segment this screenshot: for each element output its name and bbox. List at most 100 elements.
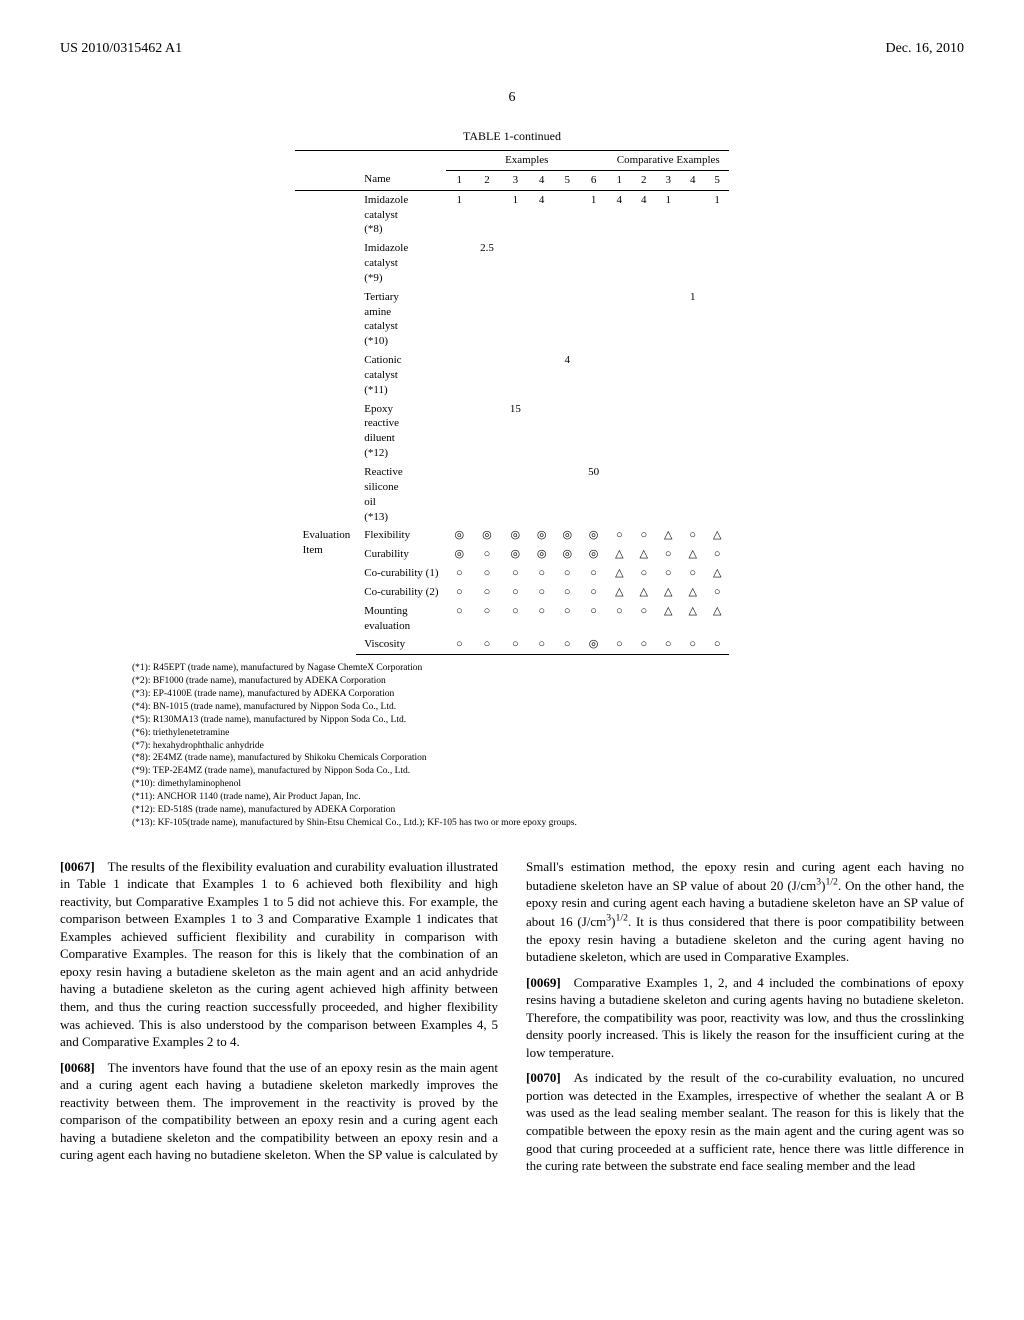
- cell: △: [656, 526, 680, 545]
- paragraph: [0070] As indicated by the result of the…: [526, 1069, 964, 1174]
- cell: [656, 400, 680, 463]
- cell: ○: [607, 635, 631, 654]
- cell: [607, 351, 631, 400]
- cell: [656, 463, 680, 526]
- cell: 1: [680, 288, 704, 351]
- cell: ○: [472, 635, 502, 654]
- cell: [554, 400, 580, 463]
- cell: ◎: [502, 545, 529, 564]
- cell: 15: [502, 400, 529, 463]
- cell: [446, 288, 472, 351]
- cell: ◎: [580, 635, 607, 654]
- cell: ○: [580, 602, 607, 636]
- cell: ◎: [554, 526, 580, 545]
- cell: [632, 463, 656, 526]
- cell: ○: [632, 526, 656, 545]
- cell: 4: [607, 190, 631, 239]
- table-row: Reactivesiliconeoil(*13) 50: [295, 463, 730, 526]
- row-name: Mountingevaluation: [356, 602, 446, 636]
- cell: ◎: [529, 526, 555, 545]
- footnote: (*4): BN-1015 (trade name), manufactured…: [132, 702, 892, 714]
- cell: 50: [580, 463, 607, 526]
- cell: [554, 288, 580, 351]
- footnote: (*9): TEP-2E4MZ (trade name), manufactur…: [132, 766, 892, 778]
- cell: 1: [446, 190, 472, 239]
- cell: ◎: [554, 545, 580, 564]
- cell: [705, 239, 729, 288]
- cell: ◎: [580, 545, 607, 564]
- cell: [680, 239, 704, 288]
- row-name: Co-curability (1): [356, 564, 446, 583]
- cell: ○: [632, 602, 656, 636]
- cell: [656, 239, 680, 288]
- paragraph-text: The results of the flexibility evaluatio…: [60, 859, 498, 1049]
- cell: [502, 239, 529, 288]
- cell: 4: [632, 190, 656, 239]
- cell: ○: [705, 583, 729, 602]
- cell: △: [632, 545, 656, 564]
- row-name: Cationiccatalyst(*11): [356, 351, 446, 400]
- row-name: Imidazolecatalyst(*9): [356, 239, 446, 288]
- footnote: (*13): KF-105(trade name), manufactured …: [132, 818, 892, 830]
- cell: [446, 463, 472, 526]
- cell: ◎: [446, 545, 472, 564]
- cell: △: [656, 602, 680, 636]
- cell: ◎: [446, 526, 472, 545]
- footnote: (*12): ED-518S (trade name), manufacture…: [132, 805, 892, 817]
- cell: ○: [680, 564, 704, 583]
- cell: ○: [632, 564, 656, 583]
- cell: [580, 288, 607, 351]
- row-name: Curability: [356, 545, 446, 564]
- cell: 4: [554, 351, 580, 400]
- cell: [472, 190, 502, 239]
- cell: [580, 400, 607, 463]
- table-row: Cationiccatalyst(*11) 4: [295, 351, 730, 400]
- cell: △: [680, 602, 704, 636]
- example-col-5: 5: [554, 170, 580, 190]
- cell: [554, 239, 580, 288]
- cell: △: [705, 526, 729, 545]
- cell: ○: [472, 545, 502, 564]
- cell: ◎: [580, 526, 607, 545]
- comparative-col-5: 5: [705, 170, 729, 190]
- cell: △: [705, 564, 729, 583]
- paragraph: [0067] The results of the flexibility ev…: [60, 858, 498, 1051]
- page-number: 6: [60, 89, 964, 108]
- cell: 1: [705, 190, 729, 239]
- example-col-6: 6: [580, 170, 607, 190]
- cell: [656, 351, 680, 400]
- cell: ○: [680, 526, 704, 545]
- comparative-col-3: 3: [656, 170, 680, 190]
- cell: ○: [446, 602, 472, 636]
- cell: ○: [632, 635, 656, 654]
- cell: 2.5: [472, 239, 502, 288]
- table-row: EvaluationItemFlexibility◎◎◎◎◎◎○○△○△: [295, 526, 730, 545]
- cell: [632, 351, 656, 400]
- paragraph-number: [0070]: [526, 1070, 574, 1085]
- cell: [472, 400, 502, 463]
- cell: [472, 351, 502, 400]
- paragraph: [0069] Comparative Examples 1, 2, and 4 …: [526, 974, 964, 1062]
- cell: [656, 288, 680, 351]
- row-name: Reactivesiliconeoil(*13): [356, 463, 446, 526]
- cell: ○: [529, 602, 555, 636]
- footnote: (*1): R45EPT (trade name), manufactured …: [132, 663, 892, 675]
- cell: ◎: [472, 526, 502, 545]
- table-row: Imidazolecatalyst(*9) 2.5: [295, 239, 730, 288]
- paragraph-text: As indicated by the result of the co-cur…: [526, 1070, 964, 1173]
- cell: ○: [502, 635, 529, 654]
- example-col-1: 1: [446, 170, 472, 190]
- cell: [529, 239, 555, 288]
- name-column-header: Name: [356, 170, 446, 190]
- cell: △: [656, 583, 680, 602]
- cell: △: [607, 545, 631, 564]
- cell: ○: [580, 583, 607, 602]
- paragraph-number: [0068]: [60, 1060, 108, 1075]
- footnote: (*7): hexahydrophthalic anhydride: [132, 741, 892, 753]
- cell: 4: [529, 190, 555, 239]
- body-columns: [0067] The results of the flexibility ev…: [60, 858, 964, 1175]
- data-table: Examples Comparative Examples Name 12345…: [295, 150, 730, 655]
- cell: [529, 400, 555, 463]
- footnote: (*11): ANCHOR 1140 (trade name), Air Pro…: [132, 792, 892, 804]
- cell: [632, 288, 656, 351]
